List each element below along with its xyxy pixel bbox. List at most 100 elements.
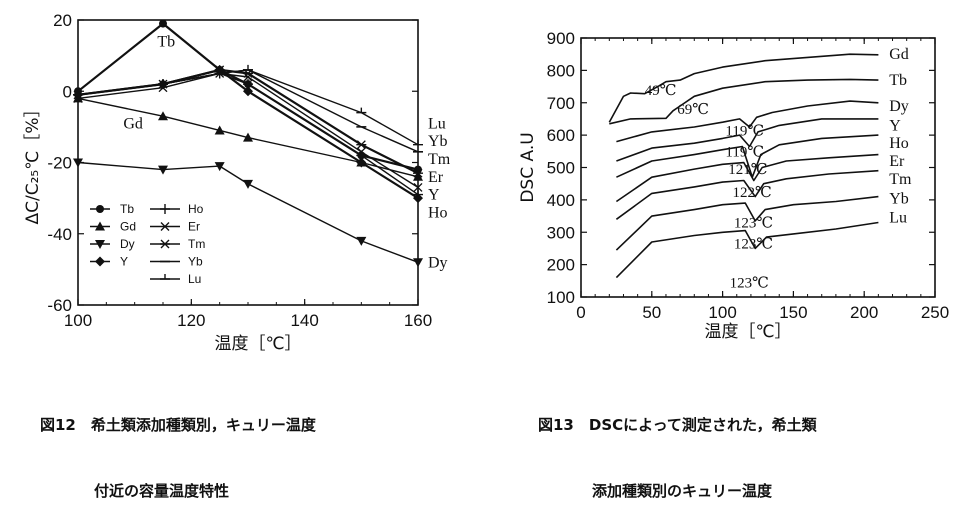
legend-label-er: Er	[188, 220, 200, 234]
data-point-dy	[73, 158, 83, 168]
series-line-gd	[77, 97, 419, 178]
end-label-tb: Tb	[889, 72, 907, 89]
peak-label: 119℃	[725, 123, 764, 139]
inline-label-gd: Gd	[123, 115, 143, 132]
data-point-dy	[356, 236, 367, 246]
end-label-ho: Ho	[889, 135, 909, 152]
y-tick-label: 600	[547, 126, 575, 145]
data-point-tm	[356, 140, 367, 150]
legend-marker-lu	[160, 274, 170, 280]
figure-13-caption-line-1: 図13 DSCによって測定された，希土類	[538, 416, 817, 434]
dsc-curve-lu	[615, 221, 879, 279]
data-point-er	[413, 182, 423, 192]
data-point-er	[73, 93, 83, 103]
data-point-ho	[413, 189, 423, 200]
dsc-curve-tm	[615, 169, 879, 220]
y-axis-title: ΔC/C₂₅℃［%］	[23, 101, 43, 225]
dsc-curve-y	[616, 118, 879, 162]
end-label-gd: Gd	[889, 46, 909, 63]
y-tick-label: 0	[63, 82, 72, 101]
end-label-y: Y	[428, 187, 440, 204]
peak-label: 49℃	[645, 83, 677, 99]
data-point-dy	[158, 165, 168, 175]
x-tick-label: 0	[576, 303, 585, 322]
dsc-curve-gd	[608, 53, 879, 123]
legend-label-tb: Tb	[120, 202, 134, 216]
y-tick-label: 700	[547, 94, 575, 113]
legend-label-lu: Lu	[188, 272, 201, 286]
dsc-curve-tb	[609, 78, 879, 125]
data-point-tb	[159, 19, 167, 28]
y-tick-label: 900	[547, 29, 575, 48]
inline-label-tb: Tb	[157, 33, 175, 50]
y-tick-label: 100	[547, 288, 575, 307]
legend-label-y: Y	[120, 255, 128, 269]
data-point-dy	[243, 179, 253, 189]
legend-marker-tm	[160, 239, 170, 249]
x-tick-label: 120	[177, 311, 205, 330]
peak-label: 119℃	[725, 144, 764, 160]
y-tick-label: 20	[53, 11, 72, 30]
x-tick-label: 250	[921, 303, 949, 322]
peak-label: 123℃	[734, 237, 773, 253]
figure-13-caption: 図13 DSCによって測定された，希土類 添加種類別のキュリー温度	[538, 370, 817, 524]
plot-frame	[77, 19, 419, 306]
y-tick-label: 200	[547, 256, 575, 275]
data-point-dy	[413, 258, 423, 268]
dsc-curve-dy	[616, 100, 879, 143]
peak-label: 122℃	[733, 185, 772, 201]
end-label-tm: Tm	[428, 151, 451, 168]
data-point-dy	[214, 162, 225, 172]
peak-label: 123℃	[734, 216, 773, 232]
legend-marker-y	[95, 256, 105, 267]
x-tick-label: 100	[64, 311, 92, 330]
x-axis-title: 温度［℃］	[214, 334, 301, 354]
series-line-lu	[77, 69, 419, 146]
data-point-lu	[413, 139, 423, 146]
legend-marker-dy	[95, 240, 105, 249]
end-label-y: Y	[889, 117, 901, 134]
data-point-y	[356, 157, 367, 168]
peak-label: 121℃	[728, 162, 767, 178]
data-point-lu	[214, 68, 225, 75]
data-point-gd	[413, 171, 423, 181]
data-point-lu	[158, 79, 168, 85]
data-point-er	[356, 147, 366, 157]
x-tick-label: 200	[850, 303, 878, 322]
data-point-lu	[243, 64, 253, 71]
end-label-lu: Lu	[889, 210, 907, 227]
y-tick-label: 400	[547, 191, 575, 210]
end-label-tm: Tm	[889, 171, 912, 188]
end-label-lu: Lu	[428, 115, 446, 132]
dsc-curve-yb	[615, 195, 879, 251]
x-tick-label: 150	[779, 303, 807, 322]
data-point-gd	[158, 111, 168, 121]
figure-13-caption-line-2: 添加種類別のキュリー温度	[592, 482, 773, 500]
legend-label-dy: Dy	[120, 237, 135, 251]
x-tick-label: 160	[404, 311, 432, 330]
x-tick-label: 100	[708, 303, 736, 322]
data-point-gd	[243, 132, 253, 142]
series-tb	[74, 19, 422, 174]
figure-12-caption-line-2: 付近の容量温度特性	[94, 482, 230, 500]
legend-label-gd: Gd	[120, 220, 136, 234]
series-lu	[73, 64, 423, 146]
legend-marker-tb	[96, 205, 104, 213]
data-point-gd	[214, 125, 225, 135]
y-tick-label: 300	[547, 223, 575, 242]
peak-label: 69℃	[677, 102, 709, 118]
capacitance-temperature-chart: 100 120 140 160 20 0 -20 -40 -60 温度［℃］ ΔC/C₂₅℃［%］ L…	[23, 11, 451, 354]
end-label-ho: Ho	[428, 204, 448, 221]
end-label-yb: Yb	[428, 133, 448, 150]
x-axis-title: 温度［℃］	[704, 322, 791, 342]
end-label-yb: Yb	[889, 190, 909, 207]
y-tick-label: -60	[47, 296, 72, 315]
legend-label-yb: Yb	[188, 255, 203, 269]
legend-label-tm: Tm	[188, 237, 205, 251]
legend-label-ho: Ho	[188, 202, 204, 216]
y-tick-label: -40	[47, 225, 72, 244]
end-label-dy: Dy	[428, 254, 448, 271]
legend-marker-ho	[160, 204, 170, 214]
y-axis-title: DSC A.U	[518, 132, 538, 202]
